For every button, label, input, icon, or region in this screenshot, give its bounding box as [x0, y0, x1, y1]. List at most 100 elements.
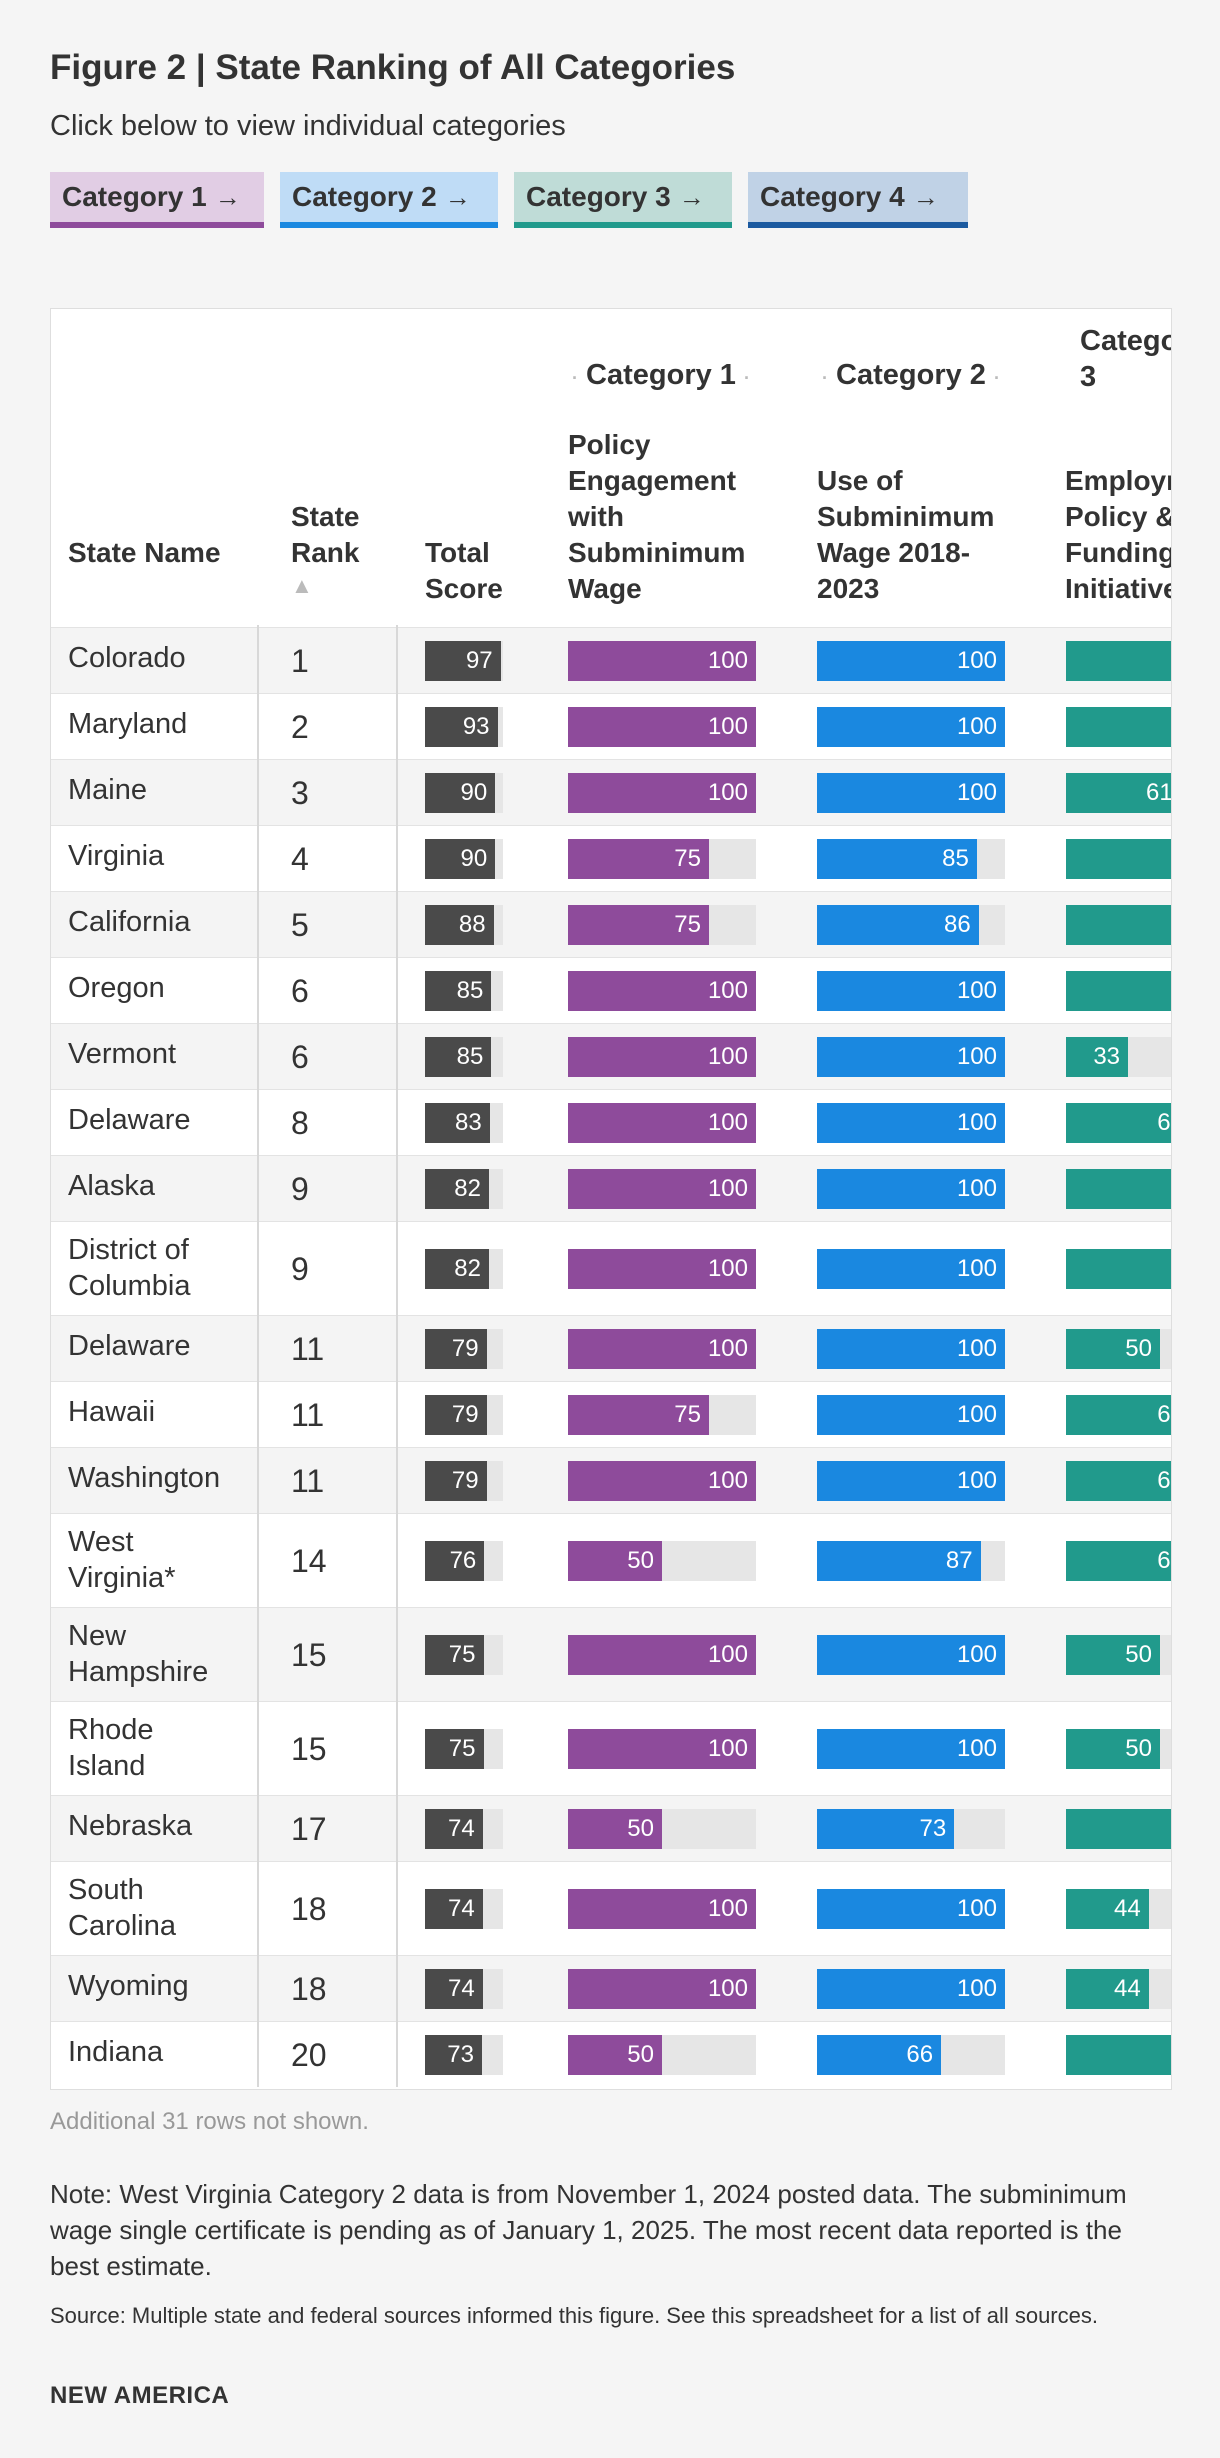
category-2-bar-label: 100	[956, 1255, 997, 1282]
category-2-bar-track: 86	[817, 905, 1005, 945]
column-divider	[396, 625, 398, 2087]
category-2-bar-label: 66	[906, 2041, 934, 2068]
table-row: Hawaii 11 79 75 100 67	[51, 1381, 1171, 1448]
table-row: Oregon 6 85 100 100	[51, 957, 1171, 1024]
category-2-button[interactable]: Category 2 →	[280, 172, 498, 228]
total-score-bar-label: 74	[448, 1815, 475, 1842]
header-total-score[interactable]: Total Score	[425, 537, 503, 604]
category-3-bar-label	[1066, 905, 1171, 945]
category-2-bar	[817, 1635, 1005, 1675]
category-1-bar-track: 50	[568, 1809, 756, 1849]
table-row: Maryland 2 93 100 100 78	[51, 693, 1171, 760]
category-2-bar	[817, 905, 979, 945]
category-3-bar	[1066, 971, 1171, 1011]
total-score-bar-label: 75	[448, 1735, 476, 1762]
category-1-bar-label: 100	[707, 1109, 748, 1136]
total-score-bar-label: 97	[465, 647, 493, 674]
total-score-bar-label: 79	[451, 1401, 479, 1428]
total-score-bar-label: 73	[447, 2041, 474, 2068]
category-2-bar	[817, 707, 1005, 747]
header-state-name[interactable]: State Name	[68, 537, 221, 568]
category-3-bar-track: 67	[1066, 1541, 1171, 1581]
category-3-bar	[1066, 773, 1171, 813]
category-3-bar	[1066, 1969, 1149, 2009]
category-1-bar-track: 75	[568, 839, 756, 879]
total-score-bar-label: 76	[449, 1547, 477, 1574]
category-1-bar-track: 100	[568, 1037, 756, 1077]
figure-title: Figure 2 | State Ranking of All Categori…	[50, 48, 736, 87]
category-3-bar-label: 78	[1066, 1809, 1171, 1849]
total-score-bar-track: 85	[425, 971, 503, 1011]
category-1-bar	[568, 1541, 662, 1581]
category-3-bar-label: 67	[1157, 1401, 1171, 1428]
category-3-bar	[1066, 1037, 1129, 1077]
category-3-bar	[1066, 1635, 1160, 1675]
total-score-bar	[425, 1969, 483, 2009]
header-policy-engagement[interactable]: Policy Engagement with Subminimum Wage	[568, 429, 746, 604]
category-2-bar	[817, 1329, 1005, 1369]
category-1-bar	[568, 1395, 709, 1435]
category-2-bar-label: 100	[956, 1175, 997, 1202]
state-rank: 9	[291, 1171, 309, 1207]
category-1-bar-track: 50	[568, 1541, 756, 1581]
total-score-bar	[425, 971, 492, 1011]
state-name: New Hampshire	[68, 1620, 209, 1688]
category-2-bar-track: 100	[817, 1037, 1005, 1077]
total-score-bar	[425, 1541, 485, 1581]
category-1-bar-label: 100	[707, 1641, 748, 1668]
category-2-bar-track: 100	[817, 1249, 1005, 1289]
state-rank: 6	[291, 973, 309, 1009]
category-1-bar-label: 50	[627, 1815, 654, 1842]
category-1-button[interactable]: Category 1 →	[50, 172, 264, 228]
category-2-bar-track: 100	[817, 1103, 1005, 1143]
table-row: Maine 3 90 100 100 61	[51, 759, 1171, 826]
total-score-bar	[425, 1249, 489, 1289]
category-2-bar-track: 85	[817, 839, 1005, 879]
total-score-bar	[425, 905, 494, 945]
category-2-bar-label: 100	[956, 1467, 997, 1494]
total-score-bar-label: 79	[451, 1335, 479, 1362]
category-1-bar-track: 100	[568, 1461, 756, 1501]
total-score-bar	[425, 1329, 487, 1369]
total-score-bar-track: 74	[425, 1809, 503, 1849]
header-employment-policy[interactable]: Employment Policy & Funding Initiatives	[1065, 465, 1172, 604]
category-1-bar-track: 100	[568, 1169, 756, 1209]
header-use-of-subminimum-wage[interactable]: Use of Subminimum Wage 2018-2023	[817, 465, 995, 604]
category-3-bar-label	[1066, 839, 1171, 879]
state-rank: 6	[291, 1039, 309, 1075]
state-rank: 2	[291, 709, 309, 745]
category-3-bar-label	[1066, 2035, 1171, 2075]
category-2-bar-label: 87	[945, 1547, 973, 1574]
category-2-bar	[817, 1541, 981, 1581]
table-row: Delaware 11 79 100 100 50	[51, 1315, 1171, 1382]
category-2-bar-track: 100	[817, 641, 1005, 681]
category-3-bar	[1066, 1889, 1149, 1929]
category-3-bar-track: 33	[1066, 1037, 1171, 1077]
category-1-bar	[568, 1969, 756, 2009]
category-2-bar-track: 100	[817, 1889, 1005, 1929]
total-score-bar-label: 79	[451, 1467, 479, 1494]
category-3-bar-track	[1066, 1249, 1171, 1289]
table-row: Wyoming 18 74 100 100 44	[51, 1955, 1171, 2022]
category-3-bar	[1066, 1395, 1171, 1435]
category-1-bar	[568, 707, 756, 747]
header-state-rank[interactable]: State Rank ▲	[291, 499, 401, 601]
table-row: Nebraska 17 74 50 73 78	[51, 1795, 1171, 1862]
category-3-bar	[1066, 1103, 1171, 1143]
category-2-bar-label: 100	[956, 1895, 997, 1922]
category-3-button[interactable]: Category 3 →	[514, 172, 732, 228]
category-3-bar-label	[1066, 641, 1171, 681]
state-rank: 18	[291, 1891, 327, 1927]
category-3-bar-track: 50	[1066, 1329, 1171, 1369]
category-3-bar	[1066, 1249, 1171, 1289]
category-1-bar-track: 100	[568, 773, 756, 813]
category-1-bar	[568, 1329, 756, 1369]
total-score-bar-track: 93	[425, 707, 503, 747]
category-button-label: Category 4	[760, 181, 905, 212]
category-3-bar-label	[1066, 1169, 1171, 1209]
state-name: Delaware	[68, 1104, 191, 1136]
state-rank: 3	[291, 775, 309, 811]
total-score-bar-label: 82	[454, 1175, 481, 1202]
category-1-bar	[568, 905, 709, 945]
category-4-button[interactable]: Category 4 →	[748, 172, 968, 228]
